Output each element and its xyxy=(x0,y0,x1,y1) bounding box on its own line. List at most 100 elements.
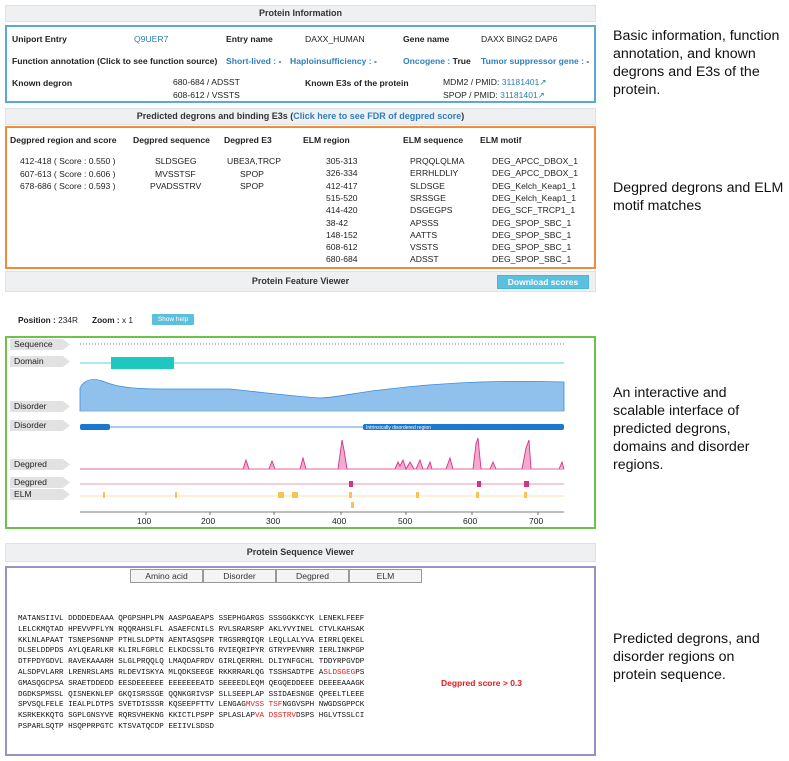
elm-motif: DEG_APCC_DBOX_1 xyxy=(492,168,578,179)
tsg-link[interactable]: Tumor suppressor gene : xyxy=(481,56,584,66)
known-e3-item: SPOP / PMID: 31181401↗ xyxy=(443,90,545,100)
tsg-field[interactable]: Tumor suppressor gene : - xyxy=(481,56,589,66)
amino-acid-sequence: MATANSIIVL DDDDEDEAAA QPGPSHPLPN AASPGAE… xyxy=(18,615,365,731)
zoom-readout: Zoom : x 1 xyxy=(92,315,134,325)
oncogene-field[interactable]: Oncogene : True xyxy=(403,56,471,66)
gene-label: Gene name xyxy=(403,34,450,44)
uniprot-label: Uniport Entry xyxy=(12,34,67,44)
elm-motif: DEG_APCC_DBOX_1 xyxy=(492,156,578,166)
elm-sequence: APSSS xyxy=(410,217,439,228)
degpred-seq: PVADSSTRV xyxy=(150,181,202,191)
haplo-value: - xyxy=(374,56,377,66)
sequence-viewer-box xyxy=(5,566,596,756)
track-label-degpred-regions[interactable]: Degpred xyxy=(10,477,70,488)
feature-viewer-box xyxy=(5,336,596,529)
track-label-degpred[interactable]: Degpred xyxy=(10,459,70,470)
col-elm-region: ELM region xyxy=(303,135,350,145)
elm-region: 412-417 xyxy=(326,180,358,191)
external-link-icon[interactable]: ↗ xyxy=(539,77,547,87)
protein-info-header: Protein Information xyxy=(5,5,596,22)
oncogene-link[interactable]: Oncogene : xyxy=(403,56,451,66)
entry-label: Entry name xyxy=(226,34,273,44)
axis-tick-label: 300 xyxy=(266,516,281,526)
known-degron-item: 680-684 / ADSST xyxy=(173,77,240,87)
degpred-score-note: Degpred score > 0.3 xyxy=(441,678,523,688)
elm-motif: DEG_Kelch_Keap1_1 xyxy=(492,192,577,203)
elm-sequence: DSGEGPS xyxy=(410,205,453,216)
col-elm-seq: ELM sequence xyxy=(403,135,464,145)
col-degpred-seq: Degpred sequence xyxy=(133,135,210,145)
col-degpred-region: Degpred region and score xyxy=(10,135,117,145)
external-link-icon[interactable]: ↗ xyxy=(537,90,545,100)
elm-sequence: AATTS xyxy=(410,229,438,240)
feature-viewer-header: Protein Feature Viewer xyxy=(5,271,596,292)
track-label-domain[interactable]: Domain xyxy=(10,356,70,367)
elm-sequence: ERRHLDLIY xyxy=(410,168,459,179)
axis-tick-label: 600 xyxy=(463,516,478,526)
elm-motif: DEG_SPOP_SBC_1 xyxy=(492,242,572,253)
sequence-viewer-header: Protein Sequence Viewer xyxy=(5,543,596,562)
track-label-disorder-region[interactable]: Disorder xyxy=(10,420,70,431)
elm-sequence: SRSSGE xyxy=(410,192,446,203)
elm-region: 515-520 xyxy=(326,192,358,203)
elm-motif: DEG_Kelch_Keap1_1 xyxy=(492,180,577,191)
tab-amino-acid[interactable]: Amino acid xyxy=(130,569,203,583)
pmid-link[interactable]: 31181401 xyxy=(500,90,538,100)
elm-sequence: ADSST xyxy=(410,254,439,265)
degpred-seq: SLDSGEG xyxy=(155,156,197,166)
tsg-value: - xyxy=(586,56,590,66)
elm-region: 680-684 xyxy=(326,254,358,265)
elm-region: 326-334 xyxy=(326,168,358,179)
tab-degpred[interactable]: Degpred xyxy=(276,569,349,583)
short-lived-field[interactable]: Short-lived : - xyxy=(226,56,281,66)
degpred-region: 412-418 ( Score : 0.550 ) xyxy=(20,156,116,166)
axis-tick-label: 700 xyxy=(529,516,544,526)
degpred-e3: SPOP xyxy=(240,169,264,179)
degpred-e3: SPOP xyxy=(240,181,264,191)
elm-motif: DEG_SPOP_SBC_1 xyxy=(492,217,572,228)
short-lived-value: - xyxy=(278,56,282,66)
uniprot-link[interactable]: Q9UER7 xyxy=(134,34,169,44)
pmid-link[interactable]: 31181401 xyxy=(501,77,540,87)
axis-tick-label: 100 xyxy=(137,516,152,526)
track-label-elm[interactable]: ELM xyxy=(10,489,70,500)
protein-info-box xyxy=(5,25,596,103)
degpred-region: 678-686 ( Score : 0.593 ) xyxy=(20,181,116,191)
degpred-region: 607-613 ( Score : 0.606 ) xyxy=(20,169,116,179)
predicted-header: Predicted degrons and binding E3s (Click… xyxy=(5,108,596,125)
track-label-sequence[interactable]: Sequence xyxy=(10,339,70,350)
download-scores-button[interactable]: Download scores xyxy=(497,275,589,289)
elm-region: 148-152 xyxy=(326,229,358,240)
col-elm-motif: ELM motif xyxy=(480,135,522,145)
elm-sequence: VSSTS xyxy=(410,242,439,253)
elm-sequence: PRQQLQLMA xyxy=(410,156,465,166)
known-degron-label: Known degron xyxy=(12,78,73,88)
haplo-link[interactable]: Haploinsufficiency : xyxy=(290,56,372,66)
annotation-feature-viewer: An interactive and scalable interface of… xyxy=(613,385,750,473)
function-annotation-label[interactable]: Function annotation (Click to see functi… xyxy=(12,56,218,66)
predicted-box xyxy=(5,126,596,269)
tab-elm[interactable]: ELM xyxy=(349,569,422,583)
elm-region: 38-42 xyxy=(326,217,348,228)
known-e3-label: Known E3s of the protein xyxy=(305,78,409,88)
entry-value: DAXX_HUMAN xyxy=(305,34,365,44)
degpred-seq: MVSSTSF xyxy=(155,169,196,179)
position-readout: Position : 234R xyxy=(18,315,78,325)
axis-tick-label: 200 xyxy=(201,516,216,526)
gene-value: DAXX BING2 DAP6 xyxy=(481,34,558,44)
haplo-field[interactable]: Haploinsufficiency : - xyxy=(290,56,377,66)
axis-tick-label: 500 xyxy=(398,516,413,526)
fdr-link[interactable]: Click here to see FDR of degpred score xyxy=(293,111,462,121)
short-lived-link[interactable]: Short-lived : xyxy=(226,56,277,66)
show-help-button[interactable]: Show help xyxy=(152,314,194,325)
elm-motif: DEG_SPOP_SBC_1 xyxy=(492,254,572,265)
col-degpred-e3: Degpred E3 xyxy=(224,135,272,145)
tab-disorder[interactable]: Disorder xyxy=(203,569,276,583)
elm-region: 305-313 xyxy=(326,156,358,166)
annotation-degrons: Degpred degrons and ELM motif matches xyxy=(613,180,784,214)
axis-tick-label: 400 xyxy=(332,516,347,526)
track-label-disorder[interactable]: Disorder xyxy=(10,401,70,412)
elm-region: 608-612 xyxy=(326,242,358,253)
degpred-e3: UBE3A,TRCP xyxy=(227,156,281,166)
annotation-sequence-viewer: Predicted degrons, and disorder regions … xyxy=(613,631,760,683)
